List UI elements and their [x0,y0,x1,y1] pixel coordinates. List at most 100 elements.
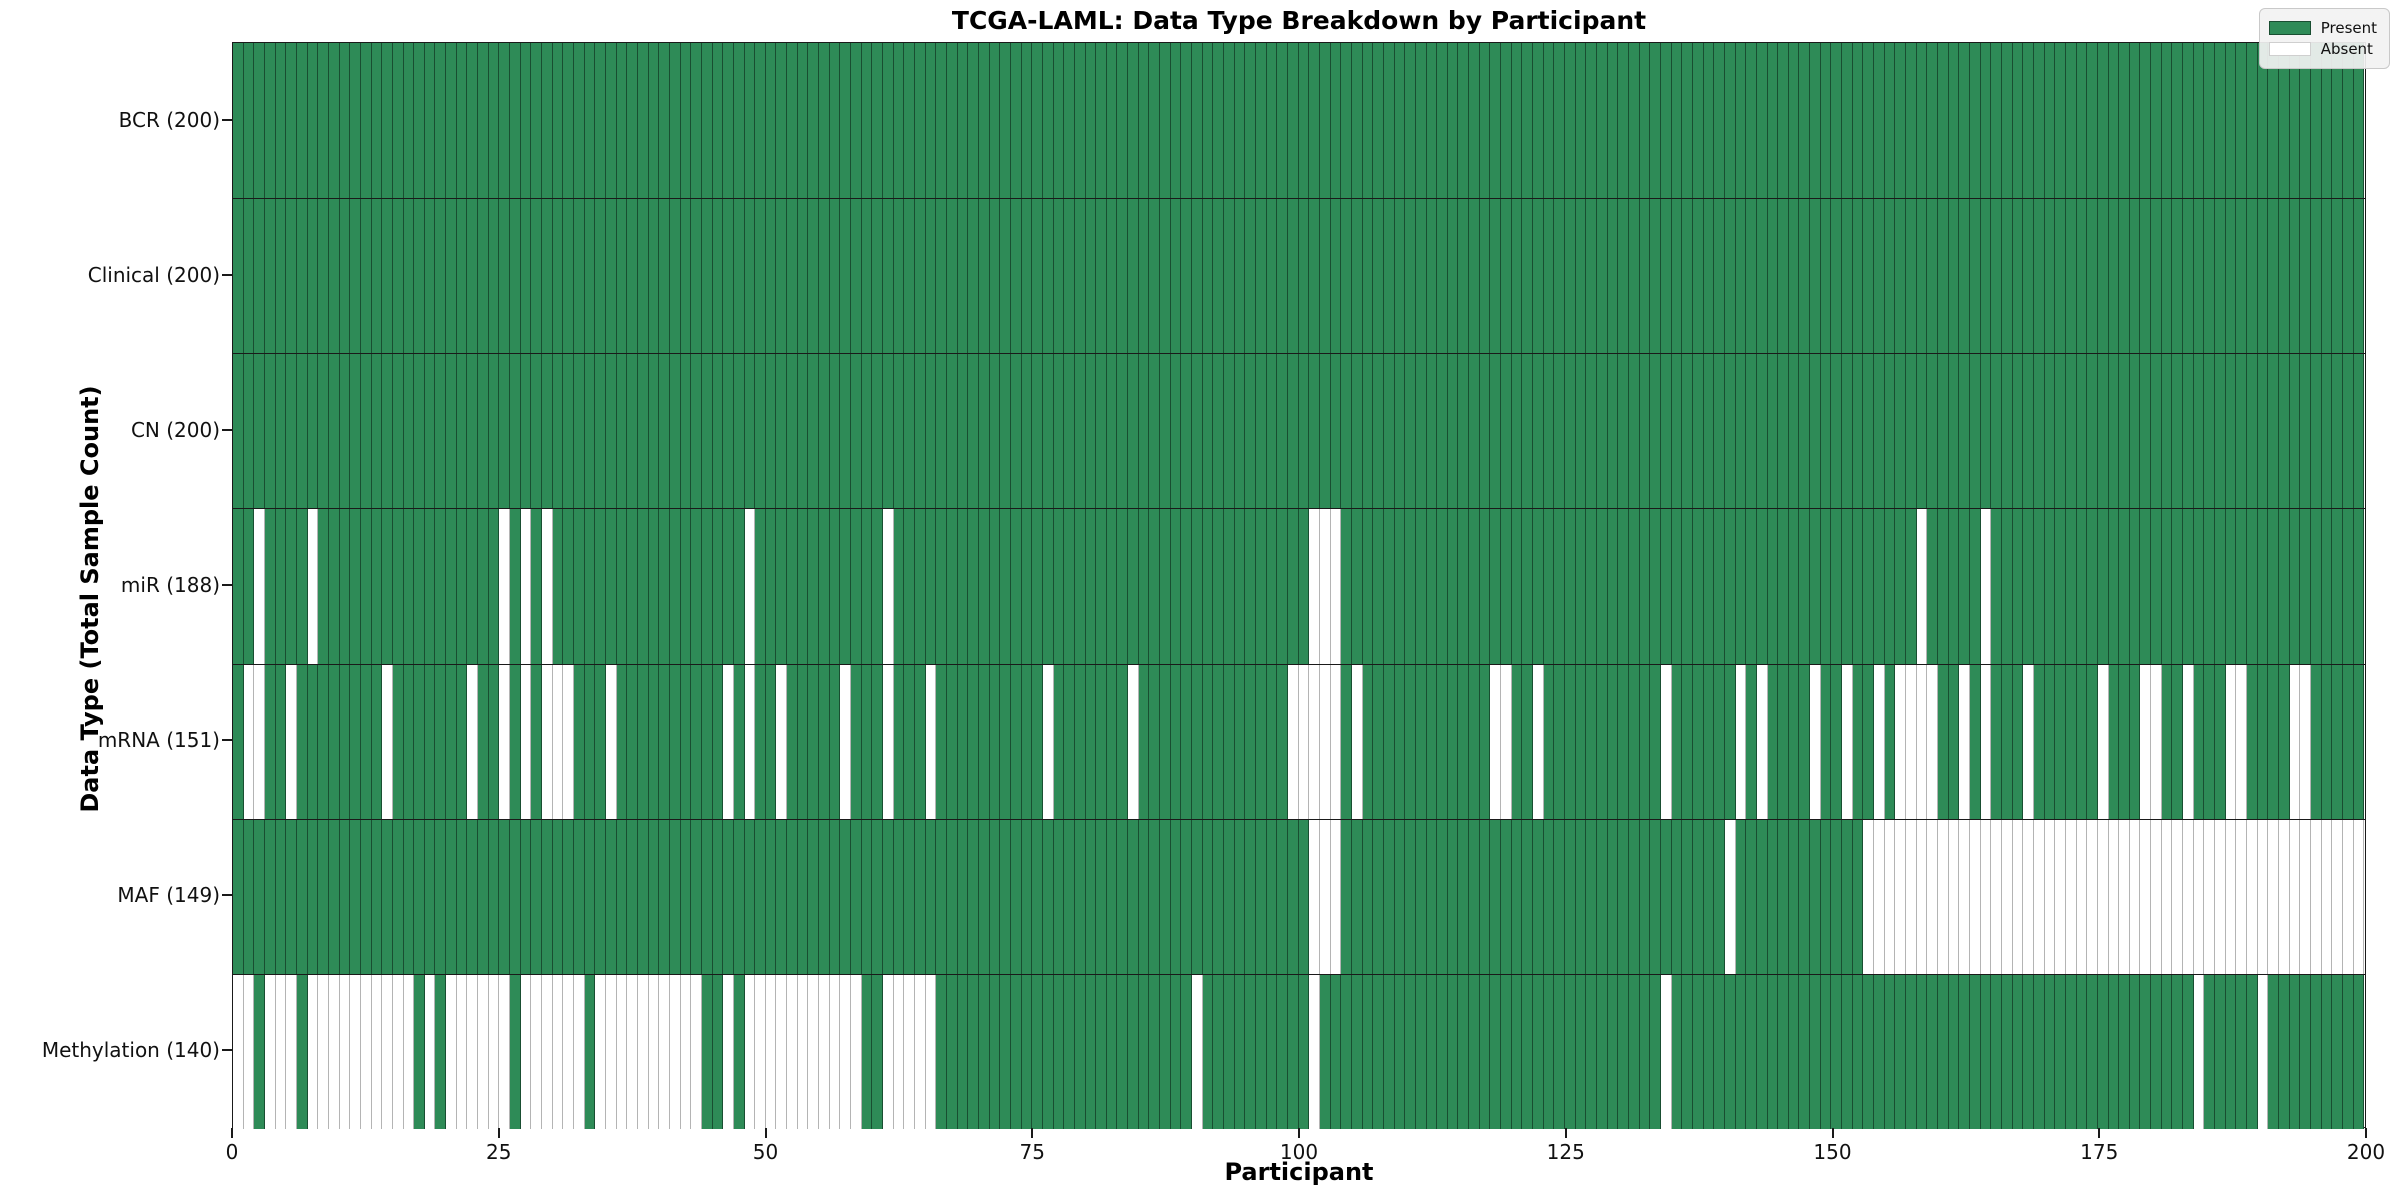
cell [680,819,692,974]
cell [2193,974,2205,1129]
cell [1202,199,1214,354]
x-tick-mark [1031,1128,1034,1138]
cell [1181,199,1193,354]
cell [371,354,383,509]
cell [1799,974,1811,1129]
cell [339,819,351,974]
cell [893,819,905,974]
cell [1309,509,1320,664]
cell [1852,43,1864,199]
cell [1277,974,1288,1129]
x-tick-label-200: 200 [2346,1140,2386,1164]
cell [1884,974,1896,1129]
cell [1565,664,1576,819]
cell [2321,43,2333,199]
cell [499,664,511,819]
cell [1959,199,1970,354]
cell [1074,664,1086,819]
cell [1245,664,1256,819]
cell [1479,509,1491,664]
cell [1639,509,1651,664]
x-tick-mark [1298,1128,1300,1138]
legend-item-absent: Absent [2268,40,2377,58]
cell [2065,664,2077,819]
cell [1000,664,1011,819]
cell [1256,199,1267,354]
cell [1234,509,1246,664]
cell [435,199,447,354]
cell [1948,974,1960,1129]
cell [1202,664,1214,819]
cell [1756,354,1768,509]
cell [1575,819,1587,974]
y-tick-label-Clinical: Clinical (200) [87,262,220,287]
cell [872,974,884,1129]
cell [1192,43,1203,199]
cell [648,819,660,974]
cell [2321,819,2333,974]
cell [1405,43,1416,199]
cell [531,974,543,1129]
cell [1351,199,1363,354]
cell [1916,199,1928,354]
cell [1341,43,1352,199]
cell [488,43,500,199]
cell [286,354,297,509]
cell [1192,199,1203,354]
cell [808,43,820,199]
cell [851,199,862,354]
cell [978,664,990,819]
cell [307,819,319,974]
cell [1394,354,1406,509]
cell [1778,354,1789,509]
cell [1969,509,1981,664]
cell [1224,509,1235,664]
cell [1565,354,1576,509]
cell [1319,974,1331,1129]
cell [605,199,617,354]
cell [1511,43,1523,199]
cell [1735,354,1747,509]
cell [1287,974,1299,1129]
cell [1256,354,1267,509]
cell [2310,974,2322,1129]
cell [424,509,436,664]
cell [893,664,905,819]
cell [872,664,884,819]
cell [1799,354,1811,509]
cell [1671,199,1683,354]
cell [446,199,457,354]
cell [1479,819,1491,974]
cell [392,354,404,509]
cell [669,974,681,1129]
cell [1692,664,1704,819]
cell [1511,354,1523,509]
cell [531,819,543,974]
cell [797,199,809,354]
cell [1906,819,1917,974]
cell [1138,43,1150,199]
cell [2087,199,2098,354]
cell [1256,819,1267,974]
cell [2108,974,2120,1129]
cell [1085,974,1097,1129]
cell [531,43,543,199]
chart-title: TCGA-LAML: Data Type Breakdown by Partic… [951,6,1647,35]
cell [2108,819,2120,974]
cell [2310,819,2322,974]
cell [883,974,894,1129]
cell [957,819,969,974]
cell [1458,43,1470,199]
cell [478,43,489,199]
cell [1618,43,1629,199]
cell [1010,974,1022,1129]
cell [883,354,894,509]
cell [2023,43,2034,199]
cell [691,354,702,509]
cell [1533,199,1544,354]
cell [1202,509,1214,664]
cell [2332,819,2343,974]
cell [2033,664,2045,819]
cell [2076,819,2088,974]
cell [264,819,276,974]
